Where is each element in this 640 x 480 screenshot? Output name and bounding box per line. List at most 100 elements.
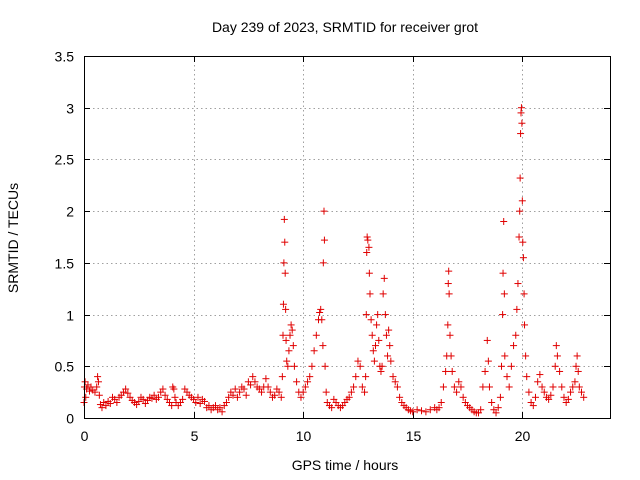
data-point — [365, 243, 373, 251]
data-point — [507, 362, 515, 370]
data-point — [312, 331, 320, 339]
data-point — [515, 233, 523, 241]
data-point — [179, 395, 187, 403]
data-point — [278, 373, 286, 381]
data-point — [301, 383, 309, 391]
data-point — [521, 321, 529, 329]
data-point — [377, 367, 385, 375]
data-point — [150, 391, 158, 399]
data-point — [484, 357, 492, 365]
data-point — [422, 408, 430, 416]
data-point — [517, 104, 525, 112]
data-point — [374, 311, 382, 319]
data-point — [381, 311, 389, 319]
data-point — [194, 393, 202, 401]
data-point — [102, 402, 110, 410]
data-point — [322, 388, 330, 396]
data-point — [481, 367, 489, 375]
data-point — [366, 290, 374, 298]
data-point — [496, 393, 504, 401]
data-point — [319, 259, 327, 267]
data-point — [519, 238, 527, 246]
data-point — [516, 207, 524, 215]
data-point — [569, 383, 577, 391]
data-point — [368, 331, 376, 339]
data-point — [320, 236, 328, 244]
data-point — [498, 362, 506, 370]
data-point — [437, 398, 445, 406]
data-point — [345, 393, 353, 401]
data-point — [258, 388, 266, 396]
data-point — [447, 352, 455, 360]
data-point — [306, 373, 314, 381]
data-point — [318, 316, 326, 324]
data-point — [523, 373, 531, 381]
data-point — [379, 290, 387, 298]
y-tick-label: 3.5 — [55, 49, 75, 65]
data-point — [201, 397, 209, 405]
data-point — [95, 391, 103, 399]
data-point — [319, 342, 327, 350]
data-point — [352, 373, 360, 381]
data-point — [580, 393, 588, 401]
data-point — [444, 280, 452, 288]
data-point — [510, 342, 518, 350]
data-point — [122, 385, 130, 393]
data-point — [282, 305, 290, 313]
data-point — [529, 402, 537, 410]
data-point — [369, 347, 377, 355]
data-point — [264, 383, 272, 391]
data-point — [545, 395, 553, 403]
data-point — [139, 395, 147, 403]
data-point — [316, 309, 324, 317]
y-tick-label: 3 — [66, 101, 74, 117]
x-tick-label: 15 — [406, 428, 422, 444]
data-point — [479, 383, 487, 391]
data-point — [373, 321, 381, 329]
data-point — [384, 352, 392, 360]
data-point — [442, 367, 450, 375]
data-point — [375, 336, 383, 344]
data-point — [285, 347, 293, 355]
data-point — [266, 388, 274, 396]
data-point — [320, 207, 328, 215]
data-point — [358, 383, 366, 391]
data-point — [518, 197, 526, 205]
grid — [84, 56, 610, 418]
data-point — [282, 336, 290, 344]
data-point — [277, 393, 285, 401]
data-point — [409, 408, 417, 416]
data-point — [240, 385, 248, 393]
data-point — [98, 404, 106, 412]
data-point — [304, 378, 312, 386]
data-point — [218, 408, 226, 416]
data-point — [558, 383, 566, 391]
data-point — [575, 383, 583, 391]
data-point — [413, 406, 421, 414]
data-point — [124, 389, 132, 397]
data-point — [290, 362, 298, 370]
data-point — [280, 259, 288, 267]
data-point — [236, 388, 244, 396]
data-point — [439, 383, 447, 391]
data-point — [280, 215, 288, 223]
data-point — [512, 331, 520, 339]
data-point — [516, 174, 524, 182]
data-point — [564, 395, 572, 403]
data-point — [308, 362, 316, 370]
chart-title: Day 239 of 2023, SRMTID for receiver gro… — [212, 19, 478, 35]
data-point — [354, 357, 362, 365]
data-point — [552, 342, 560, 350]
data-point — [556, 367, 564, 375]
data-point — [455, 378, 463, 386]
data-point — [205, 402, 213, 410]
data-point — [279, 300, 287, 308]
data-point — [531, 393, 539, 401]
x-tick-label: 5 — [191, 428, 199, 444]
data-point — [347, 388, 355, 396]
data-point — [499, 311, 507, 319]
data-point — [170, 385, 178, 393]
data-point — [299, 388, 307, 396]
data-point — [534, 378, 542, 386]
